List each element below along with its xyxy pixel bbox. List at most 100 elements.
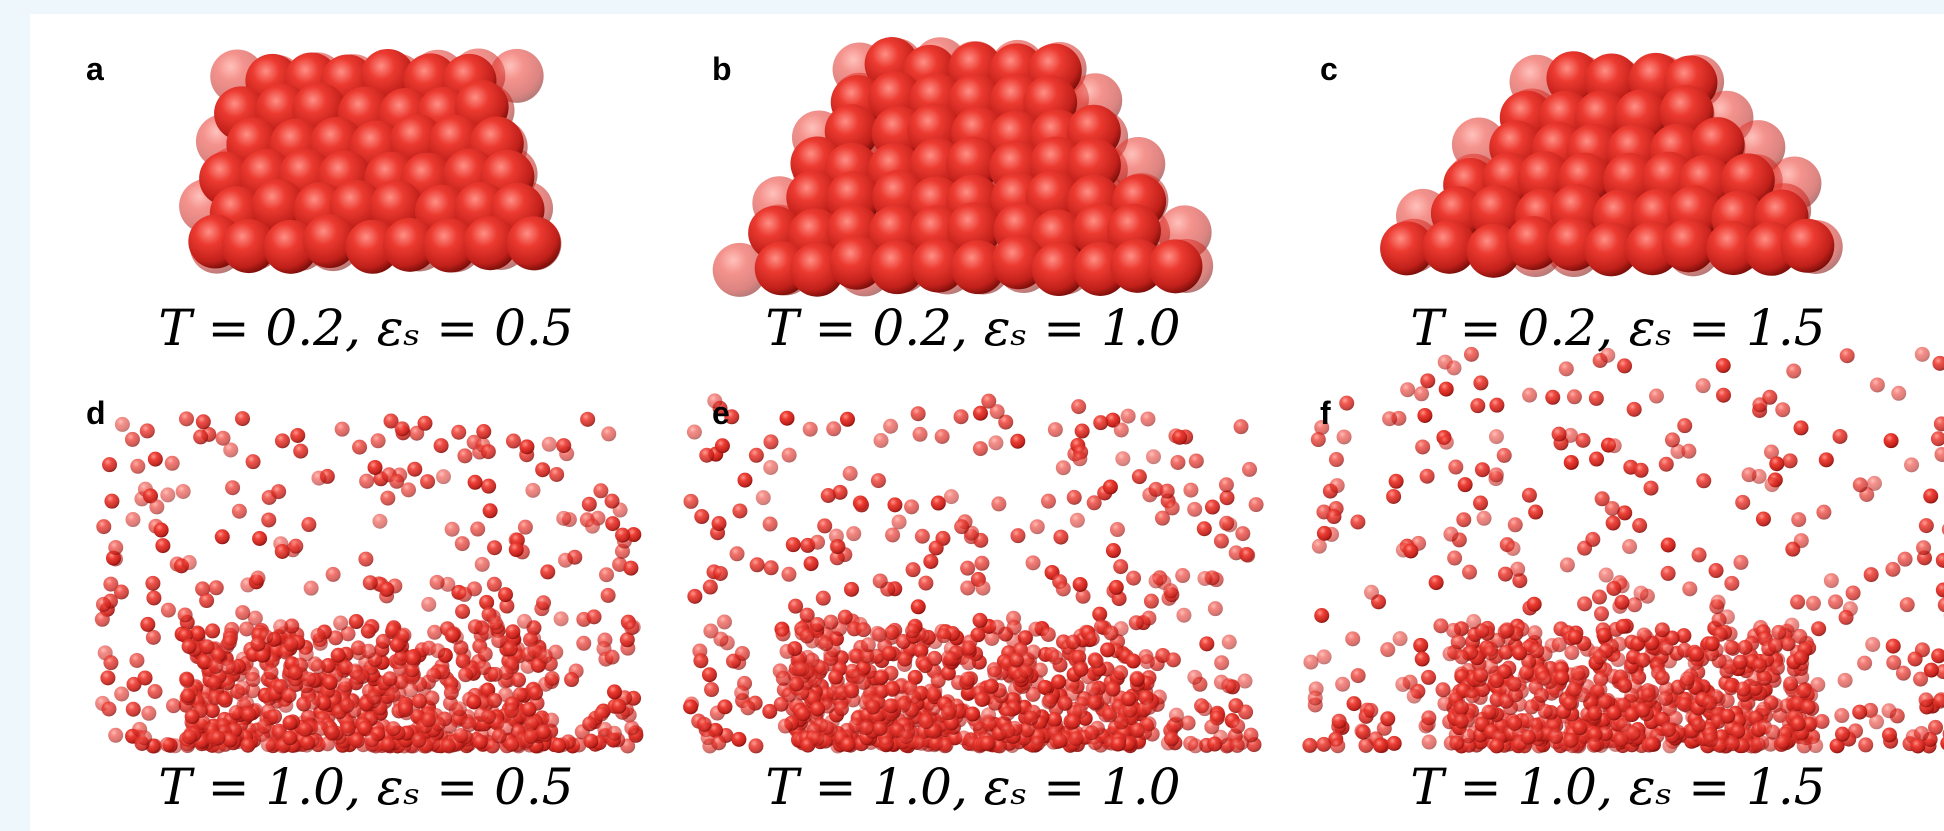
particle [1421,710,1436,725]
particle [207,675,222,690]
particle [100,670,115,685]
particle [1564,645,1579,660]
particle [911,406,926,421]
particle [1066,714,1081,729]
particle [1681,444,1696,459]
particle [703,580,718,595]
particle [960,561,975,576]
particle [961,640,976,655]
particle [1339,396,1354,411]
particle [1752,658,1767,673]
particle [1302,738,1317,753]
particle [856,622,871,637]
particle [182,639,197,654]
particle [1146,449,1161,464]
particle [1183,483,1198,498]
particle [1347,696,1362,711]
particle [1594,606,1609,621]
particle [1635,703,1650,718]
particle [1403,543,1418,558]
particle [1126,654,1141,669]
particle [717,614,732,629]
particle [923,554,938,569]
particle [1702,695,1717,710]
particle [1680,671,1695,686]
particle [350,733,365,748]
particle [288,539,303,554]
particle [101,702,116,717]
particle [1417,408,1432,423]
particle [487,540,502,555]
particle [1176,608,1191,623]
particle [879,736,894,751]
particle [941,705,956,720]
particle [487,577,502,592]
particle [1413,638,1428,653]
particle [712,516,727,531]
particle [235,411,250,426]
particle [687,589,702,604]
particle [914,736,929,751]
particle [1716,358,1731,373]
particle [427,625,442,640]
particle [810,535,825,550]
particle [458,667,473,682]
particle [1048,422,1063,437]
particle [434,438,449,453]
particle [1473,496,1488,511]
particle [687,425,702,440]
particle [1317,526,1332,541]
particle [359,474,374,489]
particle [786,537,801,552]
particle [1522,488,1537,503]
particle [1219,516,1234,531]
particle [892,514,907,529]
particle [556,511,571,526]
particle [885,682,900,697]
particle [731,732,746,747]
particle [1527,625,1542,640]
particle [137,730,152,745]
particle [148,684,163,699]
particle [528,685,543,700]
particle [580,412,595,427]
particle [1058,696,1073,711]
particle [473,734,488,749]
particle [1238,705,1253,720]
particle [1070,513,1085,528]
particle [267,709,282,724]
particle [1026,645,1041,660]
particle [160,487,175,502]
particle [854,497,869,512]
particle [1677,418,1692,433]
particle [1682,581,1697,596]
particle [250,571,265,586]
particle [1884,433,1899,448]
particle [810,731,825,746]
particle [1447,551,1462,566]
particle [196,414,211,429]
particle [1358,738,1373,753]
particle [1886,639,1901,654]
particle [96,519,111,534]
particle [1443,527,1458,542]
particle [1560,557,1575,572]
particle [96,597,111,612]
particle [918,576,933,591]
particle [1415,652,1430,667]
particle [401,482,416,497]
particle [361,624,376,639]
particle [1100,642,1115,657]
particle [1199,636,1214,651]
particle [1475,462,1490,477]
particle [1614,595,1629,610]
particle [1197,701,1212,716]
particle [1142,700,1157,715]
particle [871,473,886,488]
particle [518,520,533,535]
particle [1089,654,1104,669]
particle [1439,435,1454,450]
particle [1345,631,1360,646]
particle [1796,683,1811,698]
particle [108,728,123,743]
